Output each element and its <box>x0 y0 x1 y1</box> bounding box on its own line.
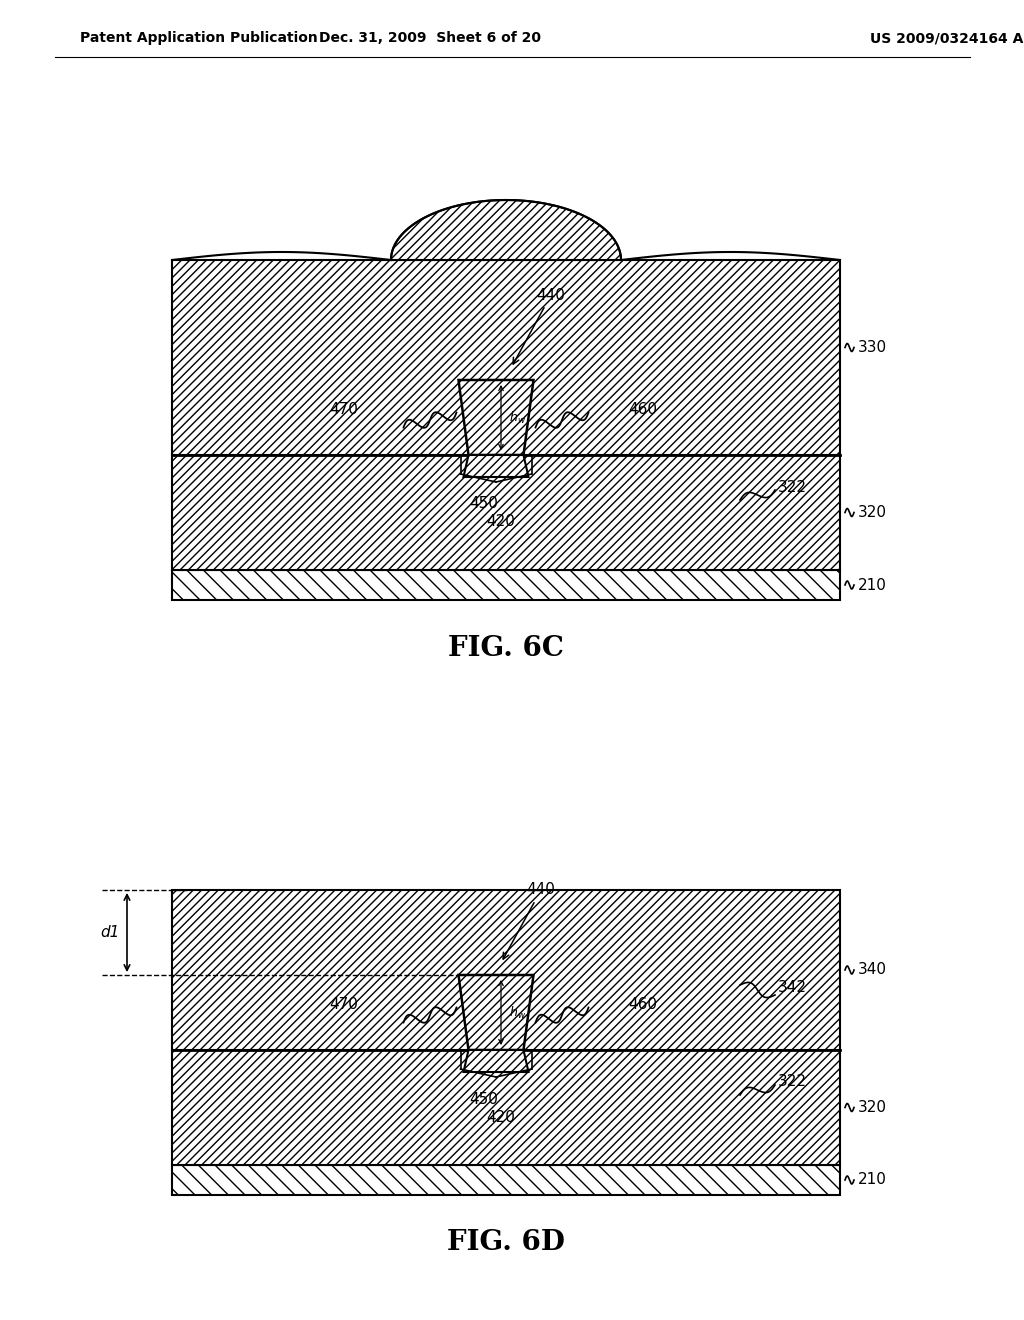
Text: 342: 342 <box>778 981 807 995</box>
Text: 450: 450 <box>470 1092 499 1106</box>
Bar <box>172 1049 840 1166</box>
Text: 440: 440 <box>513 288 565 364</box>
Text: FIG. 6C: FIG. 6C <box>449 635 564 661</box>
Text: 322: 322 <box>778 479 807 495</box>
Text: 460: 460 <box>629 403 657 417</box>
Polygon shape <box>459 975 534 1049</box>
Bar <box>172 1166 840 1195</box>
Text: 322: 322 <box>778 1074 807 1089</box>
Text: 320: 320 <box>858 506 887 520</box>
Text: 210: 210 <box>858 1172 887 1188</box>
Text: 420: 420 <box>486 1110 515 1125</box>
Polygon shape <box>464 455 528 477</box>
Text: 460: 460 <box>629 997 657 1012</box>
Text: 450: 450 <box>470 496 499 511</box>
Text: 470: 470 <box>330 997 358 1012</box>
Bar <box>172 570 840 601</box>
Text: 440: 440 <box>503 883 555 960</box>
Text: FIG. 6D: FIG. 6D <box>447 1229 565 1257</box>
Text: 330: 330 <box>858 341 887 355</box>
Text: US 2009/0324164 A1: US 2009/0324164 A1 <box>870 30 1024 45</box>
Text: 320: 320 <box>858 1100 887 1115</box>
Text: 340: 340 <box>858 962 887 978</box>
Bar <box>172 890 840 1049</box>
Text: h$_w$: h$_w$ <box>509 409 526 425</box>
Text: 420: 420 <box>486 515 515 529</box>
Text: 470: 470 <box>330 403 358 417</box>
Text: Dec. 31, 2009  Sheet 6 of 20: Dec. 31, 2009 Sheet 6 of 20 <box>319 30 541 45</box>
Text: d1: d1 <box>100 925 120 940</box>
Bar <box>172 260 840 455</box>
Polygon shape <box>391 201 621 260</box>
Polygon shape <box>464 1049 528 1072</box>
Text: 210: 210 <box>858 578 887 593</box>
Bar <box>172 455 840 570</box>
Text: h$_w$: h$_w$ <box>509 1005 526 1020</box>
Polygon shape <box>459 380 534 455</box>
Text: Patent Application Publication: Patent Application Publication <box>80 30 317 45</box>
